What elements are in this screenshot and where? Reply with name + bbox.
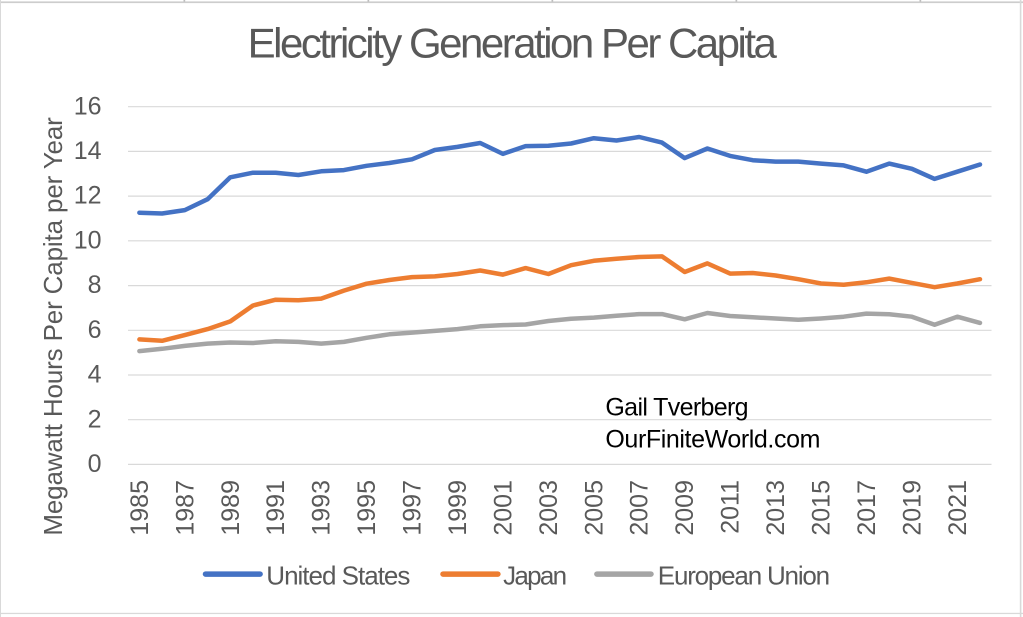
svg-text:1999: 1999 [444,480,472,536]
svg-text:16: 16 [74,92,102,120]
svg-text:1991: 1991 [262,480,290,536]
svg-text:2001: 2001 [489,480,517,536]
svg-text:2005: 2005 [580,480,608,536]
svg-text:2015: 2015 [808,480,836,536]
svg-text:2011: 2011 [717,480,745,534]
svg-text:0: 0 [88,450,102,478]
svg-text:6: 6 [88,316,102,344]
svg-text:Gail Tverberg: Gail Tverberg [605,394,748,422]
svg-text:14: 14 [74,137,102,165]
svg-text:1989: 1989 [217,480,245,536]
svg-text:Japan: Japan [503,560,566,590]
svg-text:2007: 2007 [626,480,654,536]
svg-text:United States: United States [266,560,410,590]
svg-text:2021: 2021 [944,480,972,536]
svg-text:2: 2 [88,405,102,433]
svg-text:2019: 2019 [898,480,926,536]
svg-text:10: 10 [74,226,102,254]
svg-text:12: 12 [74,182,102,210]
svg-text:2013: 2013 [762,480,790,536]
svg-text:2003: 2003 [535,480,563,536]
svg-text:OurFiniteWorld.com: OurFiniteWorld.com [605,425,820,453]
svg-text:8: 8 [88,271,102,299]
svg-text:1995: 1995 [353,480,381,536]
svg-text:1997: 1997 [399,480,427,536]
svg-text:Electricity Generation Per Cap: Electricity Generation Per Capita [248,20,778,67]
svg-text:2017: 2017 [853,480,881,536]
svg-text:4: 4 [88,361,102,389]
svg-text:1993: 1993 [308,480,336,536]
svg-text:2009: 2009 [671,480,699,536]
svg-text:Megawatt Hours Per Capita per: Megawatt Hours Per Capita per Year [38,117,68,536]
svg-text:European Union: European Union [658,560,829,590]
svg-text:1985: 1985 [126,480,154,536]
svg-text:1987: 1987 [171,480,199,536]
